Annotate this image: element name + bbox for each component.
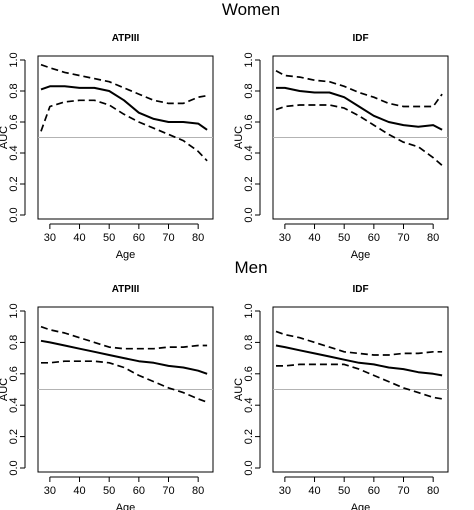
- men-idf-x-axis-label: Age: [351, 502, 371, 510]
- women-idf-y-tick-label-2: 0.4: [243, 145, 255, 160]
- men-atpiii-y-tick-label-3: 0.6: [8, 366, 20, 381]
- men-idf-x-tick-label-0: 30: [279, 485, 291, 497]
- men-idf-x-tick-label-4: 70: [397, 485, 409, 497]
- women-atpiii-x-tick-label-5: 80: [192, 232, 204, 244]
- women-atpiii-y-tick-label-3: 0.6: [8, 114, 20, 129]
- women-idf-y-tick-label-4: 0.8: [243, 83, 255, 98]
- men-atpiii-x-axis-label: Age: [116, 502, 136, 510]
- women-atpiii-auc-estimate-line: [40, 85, 208, 131]
- women-idf-y-tick-label-1: 0.2: [243, 176, 255, 191]
- women-atpiii-lower-ci-line: [40, 99, 208, 162]
- men-idf-y-tick-label-4: 0.8: [243, 335, 255, 350]
- group-title-women: Women: [222, 0, 280, 19]
- men-idf-x-tick-label-2: 50: [338, 485, 350, 497]
- men-idf-x-tick-label-3: 60: [368, 485, 380, 497]
- men-atpiii-x-tick-label-1: 40: [73, 485, 85, 497]
- men-atpiii-x-tick-label-4: 70: [162, 485, 174, 497]
- women-idf-x-axis-label: Age: [351, 249, 371, 261]
- men-idf-y-tick-label-2: 0.4: [243, 398, 255, 413]
- women-atpiii-y-tick-label-2: 0.4: [8, 145, 20, 160]
- men-idf-x-tick-label-5: 80: [427, 485, 439, 497]
- women-idf-x-tick-label-1: 40: [308, 232, 320, 244]
- women-atpiii-x-tick-label-3: 60: [133, 232, 145, 244]
- women-idf-x-tick-label-4: 70: [397, 232, 409, 244]
- women-atpiii-x-axis-label: Age: [116, 249, 136, 261]
- women-idf-y-axis-label: AUC: [233, 126, 245, 149]
- women-idf-panel: IDF 0.0 0.2 0.4 0.6 0.8 1.0 30 40 50 60 70 80 Age AUC: [233, 33, 449, 261]
- men-atpiii-y-tick-label-0: 0.0: [8, 460, 20, 475]
- men-atpiii-y-tick-label-5: 1.0: [8, 303, 20, 318]
- men-atpiii-y-tick-label-2: 0.4: [8, 398, 20, 413]
- men-atpiii-y-axis-label: AUC: [0, 378, 10, 401]
- men-atpiii-x-tick-label-3: 60: [133, 485, 145, 497]
- men-idf-x-tick-label-1: 40: [308, 485, 320, 497]
- women-atpiii-x-tick-label-1: 40: [73, 232, 85, 244]
- women-idf-x-tick-label-3: 60: [368, 232, 380, 244]
- women-atpiii-y-axis-label: AUC: [0, 126, 10, 149]
- group-title-men: Men: [234, 258, 267, 277]
- men-atpiii-y-tick-label-1: 0.2: [8, 429, 20, 444]
- women-atpiii-y-tick-label-0: 0.0: [8, 207, 20, 222]
- women-idf-y-tick-label-5: 1.0: [243, 52, 255, 67]
- women-idf-auc-estimate-line: [276, 86, 443, 131]
- men-atpiii-upper-ci-line: [40, 325, 208, 350]
- men-atpiii-y-tick-label-4: 0.8: [8, 335, 20, 350]
- men-idf-lower-ci-line: [276, 363, 443, 400]
- men-atpiii-x-tick-label-5: 80: [192, 485, 204, 497]
- men-idf-y-tick-label-0: 0.0: [243, 460, 255, 475]
- women-atpiii-y-tick-label-4: 0.8: [8, 83, 20, 98]
- women-idf-y-tick-label-0: 0.0: [243, 207, 255, 222]
- men-idf-upper-ci-line: [275, 330, 443, 356]
- men-atpiii-x-tick-label-0: 30: [44, 485, 56, 497]
- men-idf-y-tick-label-3: 0.6: [243, 366, 255, 381]
- women-idf-y-tick-label-3: 0.6: [243, 114, 255, 129]
- women-atpiii-x-tick-label-4: 70: [162, 232, 174, 244]
- women-idf-upper-ci-line: [275, 70, 443, 108]
- men-atpiii-x-tick-label-2: 50: [103, 485, 115, 497]
- men-atpiii-panel: ATPIII 0.0 0.2 0.4 0.6 0.8 1.0 30 40 50 60 70 80 Age A…: [0, 284, 214, 510]
- men-atpiii-title: ATPIII: [112, 284, 140, 295]
- women-idf-x-tick-label-0: 30: [279, 232, 291, 244]
- women-atpiii-y-tick-label-1: 0.2: [8, 176, 20, 191]
- men-atpiii-lower-ci-line: [41, 360, 208, 403]
- men-idf-y-tick-label-1: 0.2: [243, 429, 255, 444]
- men-idf-panel: IDF 0.0 0.2 0.4 0.6 0.8 1.0 30 40 50 60 70 80 Age AUC: [233, 284, 449, 510]
- women-idf-x-tick-label-2: 50: [338, 232, 350, 244]
- men-idf-y-tick-label-5: 1.0: [243, 303, 255, 318]
- men-atpiii-auc-estimate-line: [40, 339, 208, 375]
- women-atpiii-panel: ATPIII 0.0 0.2 0.4 0.6 0.8 1.0 30 40 50 60 70 80 Age A…: [0, 33, 214, 261]
- women-idf-lower-ci-line: [275, 104, 443, 167]
- women-idf-x-tick-label-5: 80: [427, 232, 439, 244]
- women-atpiii-upper-ci-line: [40, 63, 208, 105]
- women-idf-title: IDF: [352, 33, 368, 44]
- men-idf-auc-estimate-line: [275, 344, 443, 377]
- women-atpiii-y-tick-label-5: 1.0: [8, 52, 20, 67]
- men-idf-title: IDF: [352, 284, 368, 295]
- women-atpiii-x-tick-label-2: 50: [103, 232, 115, 244]
- women-atpiii-title: ATPIII: [112, 33, 140, 44]
- women-atpiii-x-tick-label-0: 30: [44, 232, 56, 244]
- men-idf-y-axis-label: AUC: [233, 378, 245, 401]
